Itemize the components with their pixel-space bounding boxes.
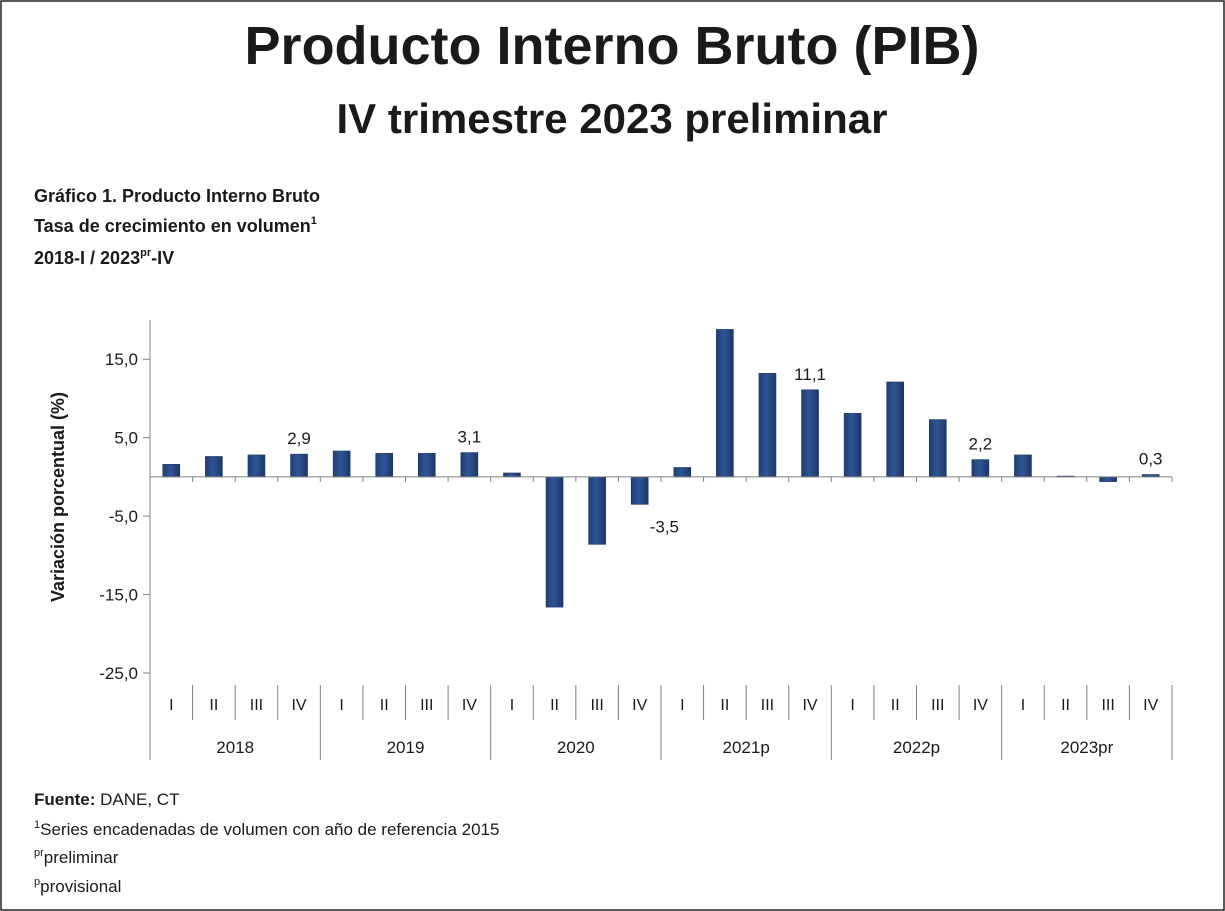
note: prpreliminar xyxy=(34,847,119,867)
sup: 1 xyxy=(34,819,40,831)
x-tick-label: III xyxy=(590,697,603,714)
bar xyxy=(545,476,564,608)
data-label: 3,1 xyxy=(458,428,482,447)
chart-line: Tasa de crecimiento en volumen1 xyxy=(34,215,317,236)
text: -IV xyxy=(151,248,174,268)
group-label: 2023pr xyxy=(1060,738,1113,757)
x-tick-label: III xyxy=(1101,697,1114,714)
subtitle: IV trimestre 2023 preliminar xyxy=(337,95,888,142)
sup: pr xyxy=(34,847,44,859)
group-label: 2019 xyxy=(387,738,425,757)
y-tick-label: -5,0 xyxy=(109,507,138,526)
group-label: 2018 xyxy=(216,738,254,757)
note: 1Series encadenadas de volumen con año d… xyxy=(34,819,499,839)
bar xyxy=(886,381,905,478)
group-label: 2022p xyxy=(893,738,940,757)
chart-label: Gráfico 1. Producto Interno Bruto xyxy=(34,186,320,206)
x-tick-label: I xyxy=(1021,697,1025,714)
title: Producto Interno Bruto (PIB) xyxy=(245,16,980,76)
bar xyxy=(503,472,521,478)
source: Fuente: DANE, CT xyxy=(34,790,179,809)
sup: pr xyxy=(140,247,152,259)
bar xyxy=(1099,476,1117,482)
x-tick-label: IV xyxy=(462,697,477,714)
x-tick-label: I xyxy=(169,697,173,714)
bar xyxy=(588,476,606,545)
note: pprovisional xyxy=(34,876,121,896)
data-label: 0,3 xyxy=(1139,450,1163,469)
x-tick-label: II xyxy=(380,697,389,714)
x-tick-label: III xyxy=(931,697,944,714)
bar xyxy=(971,459,990,478)
bar xyxy=(460,452,479,478)
text: preliminar xyxy=(44,848,119,867)
bar xyxy=(630,476,649,505)
bar xyxy=(290,453,308,478)
bar xyxy=(162,464,181,478)
bar xyxy=(247,454,266,478)
x-tick-label: IV xyxy=(291,697,306,714)
group-label: 2021p xyxy=(723,738,770,757)
y-tick-label: -15,0 xyxy=(99,586,138,605)
bar xyxy=(758,373,777,478)
y-tick-label: 5,0 xyxy=(114,429,138,448)
x-tick-label: II xyxy=(891,697,900,714)
y-axis-label: Variación porcentual (%) xyxy=(48,392,68,602)
x-tick-label: II xyxy=(720,697,729,714)
y-tick-label: 15,0 xyxy=(105,350,138,369)
chart-line: 2018-I / 2023pr-IV xyxy=(34,247,174,268)
x-tick-label: I xyxy=(510,697,514,714)
data-label: -3,5 xyxy=(650,517,679,536)
bar xyxy=(928,419,947,478)
x-tick-label: II xyxy=(550,697,559,714)
sup: p xyxy=(34,876,40,888)
x-tick-label: I xyxy=(850,697,854,714)
x-tick-label: III xyxy=(250,697,263,714)
data-label: 2,2 xyxy=(969,435,993,454)
data-label: 11,1 xyxy=(794,365,826,384)
text: 2018-I / 2023 xyxy=(34,248,140,268)
x-tick-label: III xyxy=(761,697,774,714)
data-label: 2,9 xyxy=(287,429,311,448)
x-tick-label: IV xyxy=(802,697,817,714)
x-tick-label: IV xyxy=(632,697,647,714)
bar xyxy=(417,453,436,478)
bar xyxy=(673,467,692,478)
x-tick-label: IV xyxy=(1143,697,1158,714)
bar xyxy=(1014,454,1032,478)
x-tick-label: III xyxy=(420,697,433,714)
bar xyxy=(716,329,734,478)
y-tick-label: -25,0 xyxy=(99,664,138,683)
x-tick-label: IV xyxy=(973,697,988,714)
text: Series encadenadas de volumen con año de… xyxy=(40,820,499,839)
bar xyxy=(375,453,394,478)
x-tick-label: II xyxy=(209,697,218,714)
bar xyxy=(843,413,862,478)
group-label: 2020 xyxy=(557,738,595,757)
bar xyxy=(332,450,351,478)
x-tick-label: I xyxy=(680,697,684,714)
bar xyxy=(205,456,223,478)
x-tick-label: II xyxy=(1061,697,1070,714)
source-label: Fuente: xyxy=(34,790,95,809)
source-text: DANE, CT xyxy=(95,790,179,809)
sup: 1 xyxy=(311,215,317,227)
text: provisional xyxy=(40,877,121,896)
text: Tasa de crecimiento en volumen xyxy=(34,216,311,236)
bar xyxy=(801,389,819,478)
x-tick-label: I xyxy=(339,697,343,714)
